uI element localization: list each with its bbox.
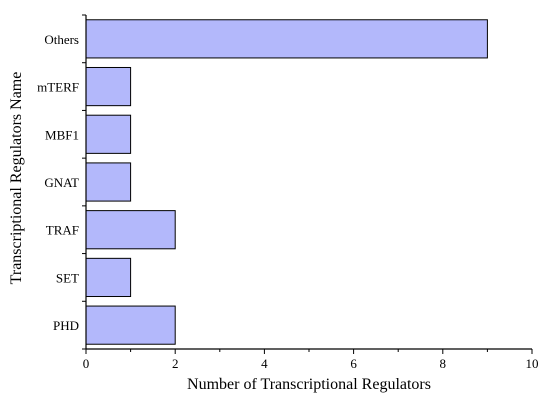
labels-layer: Others mTERF MBF1 GNAT TRAF SET PHD 0 2 4 6 8 10: [37, 32, 538, 371]
x-tick-label-10: 10: [526, 356, 539, 371]
x-tick-label-4: 4: [261, 356, 268, 371]
y-tick-label-mterf: mTERF: [37, 80, 79, 95]
x-axis-title: Number of Transcriptional Regulators: [187, 376, 431, 393]
y-tick-label-others: Others: [44, 32, 79, 47]
bar-mterf: [85, 66, 132, 107]
y-tick-label-traf: TRAF: [46, 223, 79, 238]
bar-others: [85, 19, 488, 59]
bar-phd: [85, 305, 176, 345]
bar-traf: [85, 210, 176, 250]
x-tick-label-6: 6: [350, 356, 357, 371]
bars-layer: [85, 19, 488, 345]
bar-gnat: [85, 162, 132, 202]
y-tick-label-mbf1: MBF1: [45, 127, 79, 142]
x-tick-label-2: 2: [172, 356, 179, 371]
bar-set: [85, 257, 132, 298]
x-tick-label-0: 0: [83, 356, 90, 371]
x-tick-label-8: 8: [440, 356, 447, 371]
y-tick-label-gnat: GNAT: [44, 175, 79, 190]
bar-mbf1: [85, 114, 132, 154]
y-tick-label-phd: PHD: [53, 318, 79, 333]
y-axis-title: Transcriptional Regulators Name: [8, 72, 25, 285]
axes-layer: [82, 14, 533, 354]
y-tick-label-set: SET: [56, 270, 79, 285]
